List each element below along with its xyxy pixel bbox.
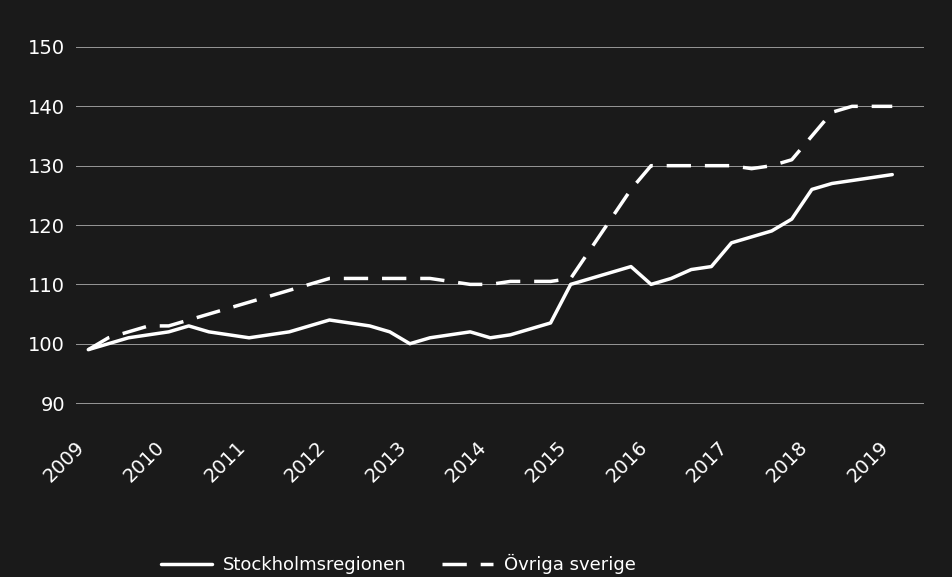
Stockholmsregionen [83, 346, 94, 353]
Stockholmsregionen [565, 281, 576, 288]
Stockholmsregionen [805, 186, 817, 193]
Stockholmsregionen [704, 263, 716, 270]
Stockholmsregionen [585, 275, 596, 282]
Stockholmsregionen [324, 317, 335, 324]
Övriga sverige [304, 281, 315, 288]
Övriga sverige [664, 162, 676, 169]
Övriga sverige [585, 245, 596, 252]
Stockholmsregionen [424, 334, 435, 341]
Stockholmsregionen [885, 171, 897, 178]
Stockholmsregionen [123, 334, 134, 341]
Övriga sverige [404, 275, 415, 282]
Övriga sverige [765, 162, 777, 169]
Övriga sverige [845, 103, 857, 110]
Stockholmsregionen [645, 281, 656, 288]
Stockholmsregionen [444, 331, 455, 338]
Stockholmsregionen [284, 328, 295, 335]
Övriga sverige [725, 162, 737, 169]
Stockholmsregionen [825, 180, 837, 187]
Övriga sverige [565, 275, 576, 282]
Övriga sverige [704, 162, 716, 169]
Övriga sverige [223, 305, 234, 312]
Stockholmsregionen [143, 331, 154, 338]
Stockholmsregionen [243, 334, 254, 341]
Övriga sverige [424, 275, 435, 282]
Övriga sverige [625, 186, 636, 193]
Övriga sverige [183, 317, 194, 324]
Övriga sverige [444, 278, 455, 285]
Övriga sverige [384, 275, 395, 282]
Stockholmsregionen [163, 328, 174, 335]
Övriga sverige [203, 310, 214, 317]
Stockholmsregionen [625, 263, 636, 270]
Line: Stockholmsregionen: Stockholmsregionen [89, 175, 891, 350]
Stockholmsregionen [745, 234, 757, 241]
Övriga sverige [505, 278, 516, 285]
Stockholmsregionen [505, 331, 516, 338]
Stockholmsregionen [664, 275, 676, 282]
Övriga sverige [464, 281, 475, 288]
Övriga sverige [324, 275, 335, 282]
Stockholmsregionen [223, 331, 234, 338]
Övriga sverige [684, 162, 696, 169]
Övriga sverige [525, 278, 536, 285]
Stockholmsregionen [484, 334, 495, 341]
Övriga sverige [885, 103, 897, 110]
Övriga sverige [645, 162, 656, 169]
Övriga sverige [745, 165, 757, 172]
Stockholmsregionen [865, 174, 877, 181]
Stockholmsregionen [785, 216, 797, 223]
Stockholmsregionen [384, 328, 395, 335]
Stockholmsregionen [525, 325, 536, 332]
Stockholmsregionen [364, 323, 375, 329]
Övriga sverige [545, 278, 556, 285]
Stockholmsregionen [684, 266, 696, 273]
Övriga sverige [364, 275, 375, 282]
Stockholmsregionen [464, 328, 475, 335]
Övriga sverige [825, 109, 837, 116]
Övriga sverige [143, 323, 154, 329]
Stockholmsregionen [203, 328, 214, 335]
Övriga sverige [243, 299, 254, 306]
Övriga sverige [163, 323, 174, 329]
Stockholmsregionen [304, 323, 315, 329]
Övriga sverige [344, 275, 355, 282]
Övriga sverige [263, 293, 274, 299]
Line: Övriga sverige: Övriga sverige [89, 106, 891, 350]
Legend: Stockholmsregionen, Övriga sverige: Stockholmsregionen, Övriga sverige [154, 547, 643, 577]
Stockholmsregionen [404, 340, 415, 347]
Övriga sverige [605, 216, 616, 223]
Stockholmsregionen [103, 340, 114, 347]
Övriga sverige [805, 133, 817, 140]
Övriga sverige [123, 328, 134, 335]
Stockholmsregionen [845, 177, 857, 184]
Övriga sverige [83, 346, 94, 353]
Övriga sverige [865, 103, 877, 110]
Stockholmsregionen [344, 320, 355, 327]
Stockholmsregionen [263, 331, 274, 338]
Stockholmsregionen [605, 269, 616, 276]
Övriga sverige [484, 281, 495, 288]
Stockholmsregionen [545, 320, 556, 327]
Övriga sverige [284, 287, 295, 294]
Stockholmsregionen [183, 323, 194, 329]
Övriga sverige [103, 334, 114, 341]
Övriga sverige [785, 156, 797, 163]
Stockholmsregionen [725, 239, 737, 246]
Stockholmsregionen [765, 227, 777, 234]
